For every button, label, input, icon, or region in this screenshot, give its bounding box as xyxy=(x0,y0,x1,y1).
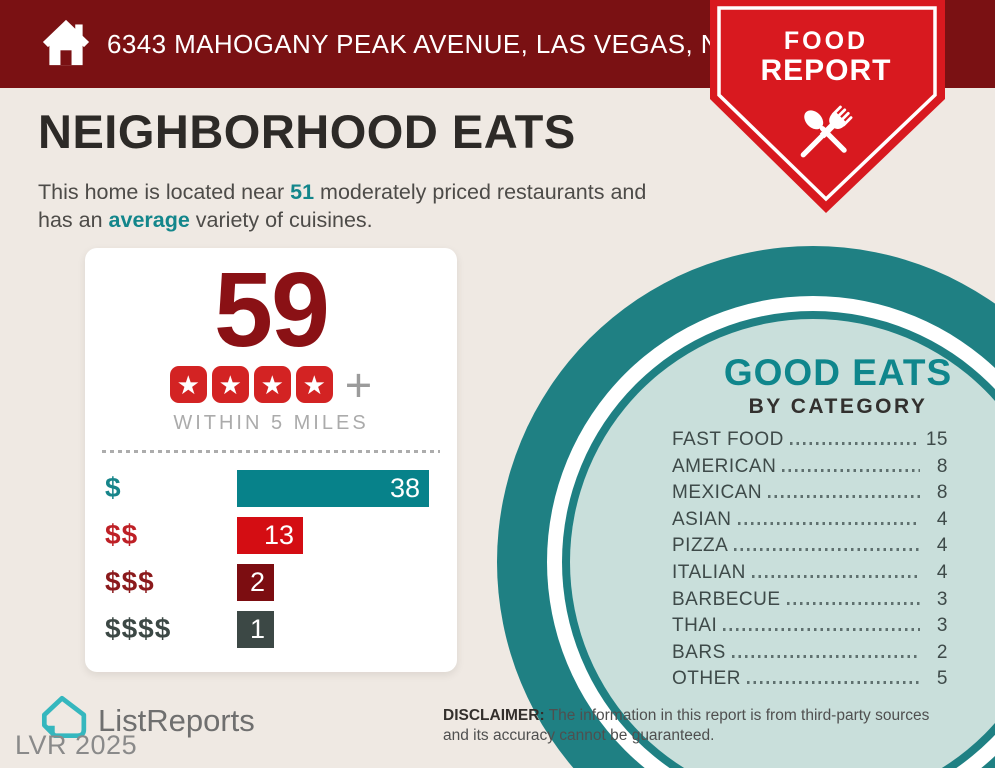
price-level-label: $$$ xyxy=(105,566,155,598)
intro-line1-post: moderately priced restaurants and xyxy=(314,180,647,204)
food-report-ribbon: FOOD REPORT xyxy=(705,0,947,216)
intro-line1-pre: This home is located near xyxy=(38,180,291,204)
category-label: BARBECUE xyxy=(672,588,781,610)
category-label: AMERICAN xyxy=(672,455,777,477)
brand-name: ListReports xyxy=(98,702,255,738)
category-label: ASIAN xyxy=(672,508,732,530)
dot-leader xyxy=(786,601,920,605)
radius-label: WITHIN 5 MILES xyxy=(173,412,369,435)
list-item: ASIAN 4 xyxy=(672,508,948,530)
list-item: BARBECUE 3 xyxy=(672,588,948,610)
total-restaurants-count: 59 xyxy=(214,251,330,369)
ribbon-title-line2: REPORT xyxy=(760,54,892,87)
restaurant-stats-card: 59 ★ ★ ★ ★ + WITHIN 5 MILES $ 38 $$ 13 $$$ 2… xyxy=(85,248,457,672)
dot-leader xyxy=(751,574,920,578)
bar-value: 1 xyxy=(249,613,265,644)
dot-leader xyxy=(723,628,920,632)
list-item: PIZZA 4 xyxy=(672,535,948,557)
listreports-pin-icon xyxy=(36,694,88,747)
home-icon xyxy=(40,18,92,71)
intro-line2-post: variety of cuisines. xyxy=(189,208,373,233)
good-eats-subtitle: BY CATEGORY xyxy=(748,395,928,418)
category-value: 15 xyxy=(925,429,948,450)
price-level-label: $$ xyxy=(105,519,139,551)
dot-leader xyxy=(734,548,920,552)
list-item: THAI 3 xyxy=(672,615,948,637)
disclaimer-text: DISCLAIMER: The information in this repo… xyxy=(443,707,930,744)
category-label: ITALIAN xyxy=(672,561,746,583)
category-label: BARS xyxy=(672,641,726,663)
category-label: FAST FOOD xyxy=(672,429,784,450)
category-list: FAST FOOD 15 AMERICAN 8 MEXICAN 8 ASIAN 4 PI… xyxy=(672,429,948,695)
category-value: 2 xyxy=(936,641,948,663)
price-row-2: $$ 13 xyxy=(105,516,457,554)
list-item: FAST FOOD 15 xyxy=(672,429,948,450)
restaurant-count: 51 xyxy=(290,180,315,204)
dashed-divider xyxy=(102,450,440,453)
list-item: BARS 2 xyxy=(672,641,948,663)
ribbon-title-line1: FOOD xyxy=(783,27,869,55)
category-label: OTHER xyxy=(672,668,741,690)
star-rating: ★ ★ ★ ★ + xyxy=(85,357,457,411)
intro-line2-pre: has an xyxy=(38,208,109,233)
category-label: MEXICAN xyxy=(672,482,763,504)
category-value: 8 xyxy=(936,482,948,504)
bar-value: 13 xyxy=(263,519,294,550)
dot-leader xyxy=(768,495,920,499)
price-row-3: $$$ 2 xyxy=(105,563,457,601)
disclaimer-label: DISCLAIMER: xyxy=(443,707,545,724)
dot-leader xyxy=(731,654,920,658)
page-title: NEIGHBORHOOD EATS xyxy=(38,105,576,158)
star-icon: ★ xyxy=(295,366,333,404)
list-item: OTHER 5 xyxy=(672,668,948,690)
plus-icon: + xyxy=(344,357,373,411)
category-label: PIZZA xyxy=(672,535,729,557)
price-level-bar: 38 xyxy=(237,469,429,507)
crossed-spoon-fork-icon xyxy=(788,93,864,174)
intro-text: This home is located near 51 moderately … xyxy=(38,178,718,235)
price-level-bar: 2 xyxy=(237,563,274,601)
category-value: 3 xyxy=(936,615,948,637)
dot-leader xyxy=(789,442,920,445)
category-value: 4 xyxy=(936,561,948,583)
watermark: LVR 2025 xyxy=(15,730,138,760)
listreports-logo: ListReports xyxy=(36,694,255,747)
price-level-label: $ xyxy=(105,472,122,504)
price-row-4: $$$$ 1 xyxy=(105,610,457,648)
good-eats-title: GOOD EATS xyxy=(723,352,953,393)
category-label: THAI xyxy=(672,615,718,637)
price-level-bar: 13 xyxy=(237,516,303,554)
star-icon: ★ xyxy=(211,366,249,404)
price-level-bar-chart: $ 38 $$ 13 $$$ 2 $$$$ 1 xyxy=(85,469,457,648)
price-level-label: $$$$ xyxy=(105,613,172,645)
good-eats-heading: GOOD EATS BY CATEGORY xyxy=(660,352,995,419)
star-icon: ★ xyxy=(169,366,207,404)
category-value: 5 xyxy=(936,668,948,690)
list-item: AMERICAN 8 xyxy=(672,455,948,477)
category-value: 4 xyxy=(936,508,948,530)
list-item: MEXICAN 8 xyxy=(672,482,948,504)
price-row-1: $ 38 xyxy=(105,469,457,507)
price-level-bar: 1 xyxy=(237,610,274,648)
good-eats-circle-inner-fill xyxy=(570,319,995,768)
bar-value: 2 xyxy=(249,566,265,597)
dot-leader xyxy=(747,681,920,685)
category-value: 4 xyxy=(936,535,948,557)
dot-leader xyxy=(737,521,920,525)
category-value: 8 xyxy=(936,455,948,477)
category-value: 3 xyxy=(936,588,948,610)
list-item: ITALIAN 4 xyxy=(672,561,948,583)
star-icon: ★ xyxy=(253,366,291,404)
variety-rating: average xyxy=(108,208,190,233)
bar-value: 38 xyxy=(389,472,420,503)
dot-leader xyxy=(782,468,920,472)
property-address: 6343 MAHOGANY PEAK AVENUE, LAS VEGAS, NV… xyxy=(107,28,818,59)
